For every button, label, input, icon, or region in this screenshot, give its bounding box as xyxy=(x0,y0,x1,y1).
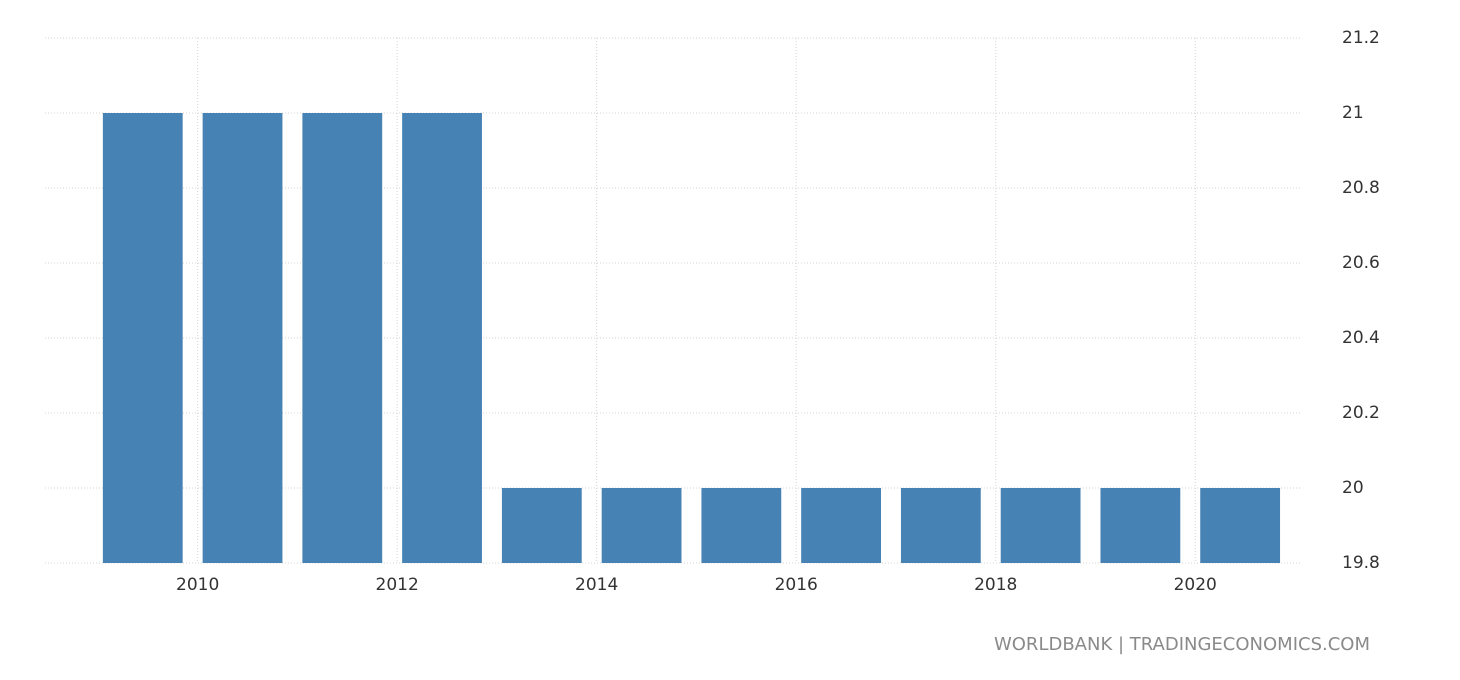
y-tick-label: 20 xyxy=(1342,478,1364,498)
x-tick-label: 2012 xyxy=(376,575,419,595)
x-tick-label: 2020 xyxy=(1174,575,1217,595)
bar xyxy=(601,488,682,563)
bar xyxy=(1100,488,1181,563)
source: WORLDBANK | TRADINGECONOMICS.COM xyxy=(994,634,1370,655)
bar xyxy=(402,113,482,563)
y-tick-label: 20.2 xyxy=(1342,403,1380,423)
bar xyxy=(701,488,782,563)
bar xyxy=(1200,488,1281,563)
bar xyxy=(1000,488,1081,563)
y-tick-label: 21 xyxy=(1342,103,1364,123)
x-tick-label: 2018 xyxy=(974,575,1017,595)
bar xyxy=(302,113,383,563)
x-tick-label: 2014 xyxy=(575,575,618,595)
y-tick-label: 20.8 xyxy=(1342,178,1380,198)
bar xyxy=(501,488,582,563)
bar xyxy=(801,488,882,563)
x-tick-label: 2016 xyxy=(775,575,818,595)
y-tick-label: 20.4 xyxy=(1342,328,1380,348)
y-tick-label: 19.8 xyxy=(1342,553,1380,573)
y-tick-label: 20.6 xyxy=(1342,253,1380,273)
x-tick-label: 2010 xyxy=(176,575,219,595)
bar xyxy=(900,488,981,563)
y-tick-label: 21.2 xyxy=(1342,28,1380,48)
bar xyxy=(202,113,283,563)
bar xyxy=(102,113,183,563)
